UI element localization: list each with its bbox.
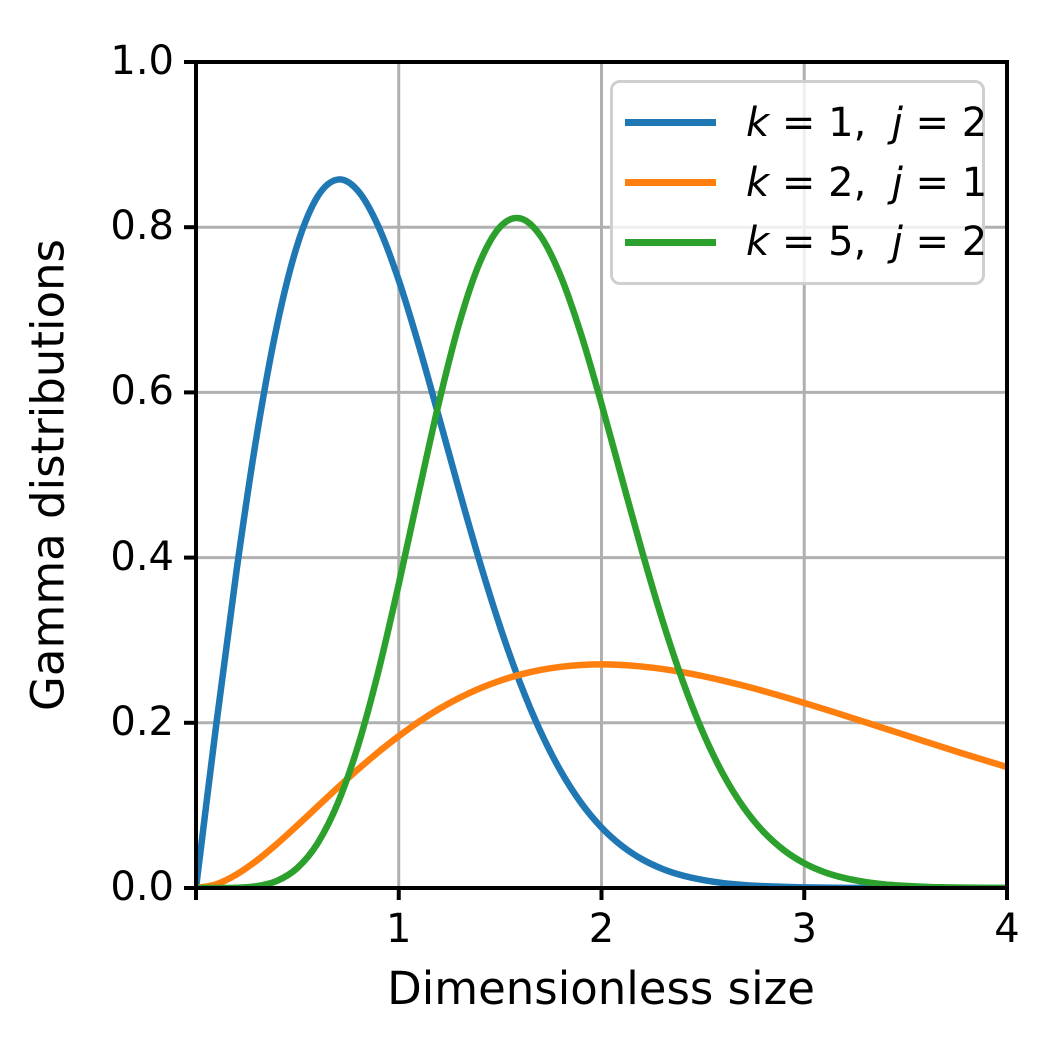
y-tick-label: 0.4: [110, 533, 174, 580]
legend-line-swatch: [625, 179, 716, 186]
y-tick-label: 0.0: [110, 864, 174, 911]
legend-item-2: k = 5, j = 2: [625, 222, 987, 262]
y-tick-label: 0.2: [110, 698, 174, 745]
tick-marks: [184, 60, 1009, 900]
x-axis-label: Dimensionless size: [387, 962, 815, 1015]
legend-line-swatch: [625, 238, 716, 246]
legend-label: k = 5, j = 2: [746, 219, 988, 266]
y-axis-label: Gamma distributions: [21, 239, 75, 711]
legend-line-swatch: [625, 119, 716, 127]
legend-label: k = 2, j = 1: [746, 159, 988, 206]
series-line-1: [196, 661, 1007, 888]
x-tick-label: 1: [386, 906, 412, 952]
y-tick-label: 1.0: [110, 38, 174, 85]
x-tick-label: 4: [994, 906, 1020, 952]
legend-item-1: k = 2, j = 1: [625, 163, 987, 203]
y-tick-label: 0.6: [110, 368, 174, 415]
y-tick-label: 0.8: [110, 203, 174, 250]
series-line-2: [196, 214, 1007, 888]
legend-label: k = 1, j = 2: [746, 99, 988, 146]
legend: k = 1, j = 2 k = 2, j = 1 k = 5, j = 2: [610, 80, 987, 285]
x-tick-label: 2: [588, 906, 615, 952]
legend-item-0: k = 1, j = 2: [625, 103, 987, 143]
x-tick-label: 3: [791, 906, 817, 952]
